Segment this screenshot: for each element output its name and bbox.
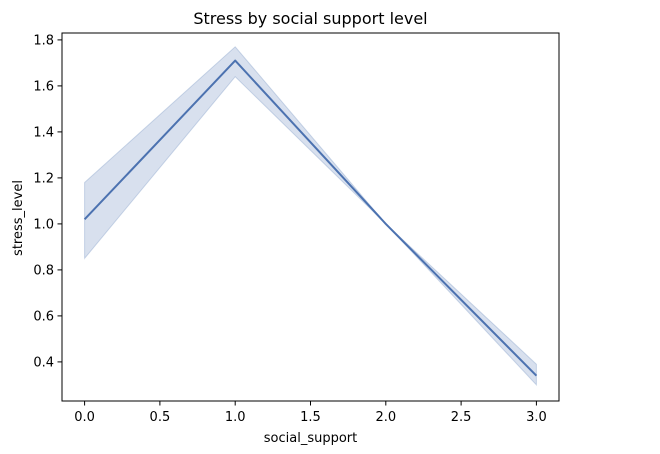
plot-frame <box>61 32 560 402</box>
y-tick-label: 1.6 <box>33 79 54 94</box>
y-tick-label: 1.8 <box>33 33 54 48</box>
chart-title: Stress by social support level <box>193 9 427 28</box>
y-tick-label: 1.0 <box>33 217 54 232</box>
x-tick-label: 0.0 <box>74 410 95 425</box>
y-tick-label: 0.8 <box>33 263 54 278</box>
x-tick-label: 1.5 <box>300 410 321 425</box>
x-axis-label: social_support <box>264 431 357 446</box>
y-tick-label: 0.4 <box>33 355 54 370</box>
x-tick-label: 3.0 <box>526 410 547 425</box>
y-axis-label: stress_level <box>11 180 26 256</box>
y-tick-label: 1.4 <box>33 125 54 140</box>
x-tick-label: 1.0 <box>225 410 246 425</box>
x-axis-ticks: 0.0 0.5 1.0 1.5 2.0 2.5 3.0 <box>74 401 547 425</box>
y-tick-label: 1.2 <box>33 171 54 186</box>
confidence-band-0 <box>84 46 537 387</box>
y-tick-label: 0.6 <box>33 309 54 324</box>
x-tick-label: 2.5 <box>451 410 472 425</box>
series-line-layer <box>83 59 538 377</box>
x-tick-label: 0.5 <box>150 410 171 425</box>
series-line-0 <box>83 59 538 377</box>
axes <box>61 32 560 402</box>
y-axis-ticks: 0.4 0.6 0.8 1.0 1.2 1.4 1.6 1.8 <box>33 33 62 370</box>
confidence-band-layer <box>84 46 537 387</box>
x-tick-label: 2.0 <box>375 410 396 425</box>
